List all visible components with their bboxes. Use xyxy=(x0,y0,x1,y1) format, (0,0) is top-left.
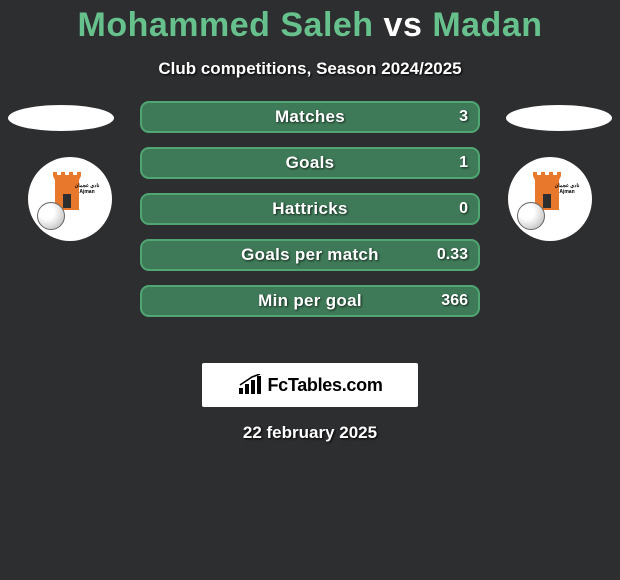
stat-right-value: 0 xyxy=(459,200,468,218)
content-area: نادي عجمانAjman نادي عجمانAjman Matches … xyxy=(0,101,620,361)
player2-club-logo: نادي عجمانAjman xyxy=(508,157,592,241)
stat-label: Goals xyxy=(286,153,335,173)
vs-text: vs xyxy=(384,6,423,44)
stat-right-value: 1 xyxy=(459,154,468,172)
stat-label: Goals per match xyxy=(241,245,379,265)
stat-right-value: 366 xyxy=(441,292,468,310)
player1-club-logo: نادي عجمانAjman xyxy=(28,157,112,241)
date-text: 22 february 2025 xyxy=(0,423,620,443)
stat-right-value: 3 xyxy=(459,108,468,126)
club-text: نادي عجمانAjman xyxy=(73,184,101,195)
stat-row-goals-per-match: Goals per match 0.33 xyxy=(140,239,480,271)
subtitle: Club competitions, Season 2024/2025 xyxy=(0,59,620,79)
soccer-ball-icon xyxy=(517,202,545,230)
bar-chart-icon xyxy=(237,374,263,396)
club-badge: نادي عجمانAjman xyxy=(35,164,105,234)
stats-list: Matches 3 Goals 1 Hattricks 0 Goals per … xyxy=(140,101,480,331)
club-badge: نادي عجمانAjman xyxy=(515,164,585,234)
brand-box: FcTables.com xyxy=(202,363,418,407)
soccer-ball-icon xyxy=(37,202,65,230)
stat-right-value: 0.33 xyxy=(437,246,468,264)
brand-text: FcTables.com xyxy=(267,375,382,396)
club-text: نادي عجمانAjman xyxy=(553,184,581,195)
stat-row-min-per-goal: Min per goal 366 xyxy=(140,285,480,317)
comparison-card: Mohammed Saleh vs Madan Club competition… xyxy=(0,0,620,580)
stat-row-hattricks: Hattricks 0 xyxy=(140,193,480,225)
player2-name: Madan xyxy=(432,6,542,44)
stat-row-matches: Matches 3 xyxy=(140,101,480,133)
page-title: Mohammed Saleh vs Madan xyxy=(0,0,620,45)
player1-oval xyxy=(8,105,114,131)
stat-label: Matches xyxy=(275,107,345,127)
stat-row-goals: Goals 1 xyxy=(140,147,480,179)
player1-name: Mohammed Saleh xyxy=(78,6,374,44)
player2-oval xyxy=(506,105,612,131)
stat-label: Hattricks xyxy=(272,199,347,219)
stat-label: Min per goal xyxy=(258,291,362,311)
